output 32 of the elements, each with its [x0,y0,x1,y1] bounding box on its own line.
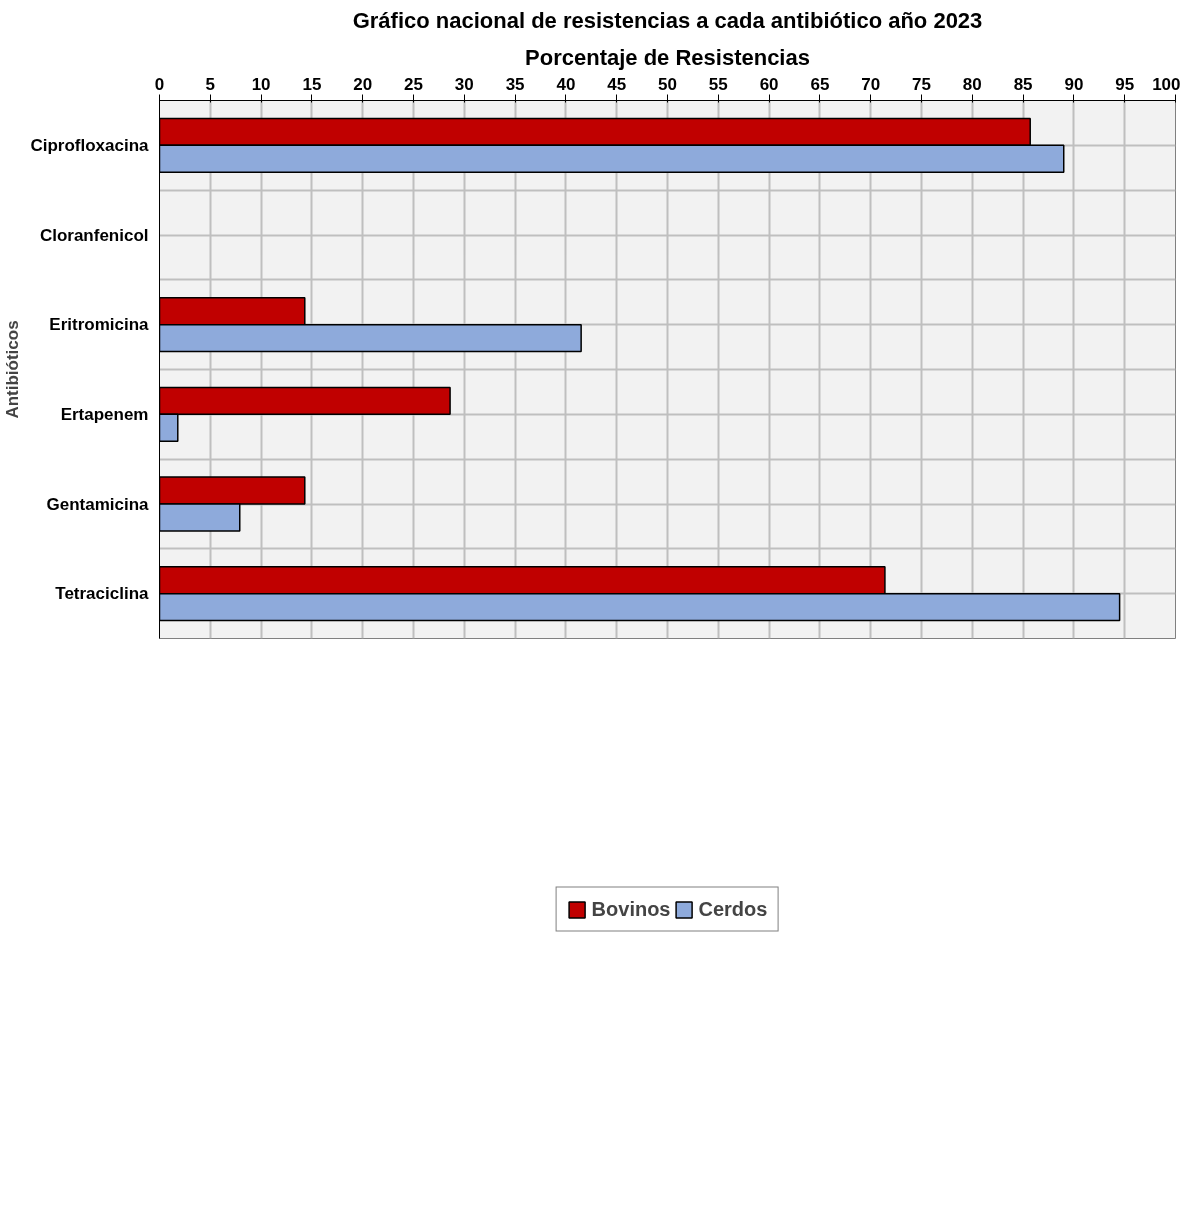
x-tick-label: 85 [1013,74,1033,94]
x-tick-label: 100 [1152,74,1181,94]
x-tick-label: 75 [912,74,931,94]
x-tick-label: 35 [505,74,525,94]
x-tick-label: 60 [759,74,779,94]
y-tick-label: Cloranfenicol [39,225,149,245]
x-tick-label: 95 [1115,74,1135,94]
x-tick-label: 70 [861,74,881,94]
legend-label: Cerdos [698,897,768,921]
x-tick-label: 30 [454,74,474,94]
x-tick-label: 25 [404,74,423,94]
x-tick-label: 65 [810,74,830,94]
y-tick-label: Eritromicina [49,315,150,335]
x-tick-label: 45 [607,74,627,94]
y-tick-label: Ciprofloxacina [30,135,150,155]
y-tick-label: Ertapenem [60,404,149,424]
chart-title: Gráfico nacional de resistencias a cada antibiótico año 2023 [352,7,983,33]
x-tick-label: 20 [353,74,373,94]
x-tick-label: 90 [1064,74,1084,94]
y-axis-title: Antibióticos [3,320,23,419]
x-tick-label: 10 [251,74,271,94]
y-tick-label: Gentamicina [46,494,150,514]
legend-label: Bovinos [591,897,671,921]
x-tick-label: 55 [708,74,728,94]
x-tick-label: 0 [154,74,165,94]
x-tick-label: 80 [962,74,982,94]
x-tick-label: 40 [556,74,576,94]
x-tick-label: 50 [658,74,677,94]
chart-subtitle: Porcentaje de Resistencias [525,44,810,70]
x-tick-label: 15 [302,74,322,94]
x-tick-label: 5 [205,74,216,94]
y-tick-label: Tetraciclina [55,584,150,604]
